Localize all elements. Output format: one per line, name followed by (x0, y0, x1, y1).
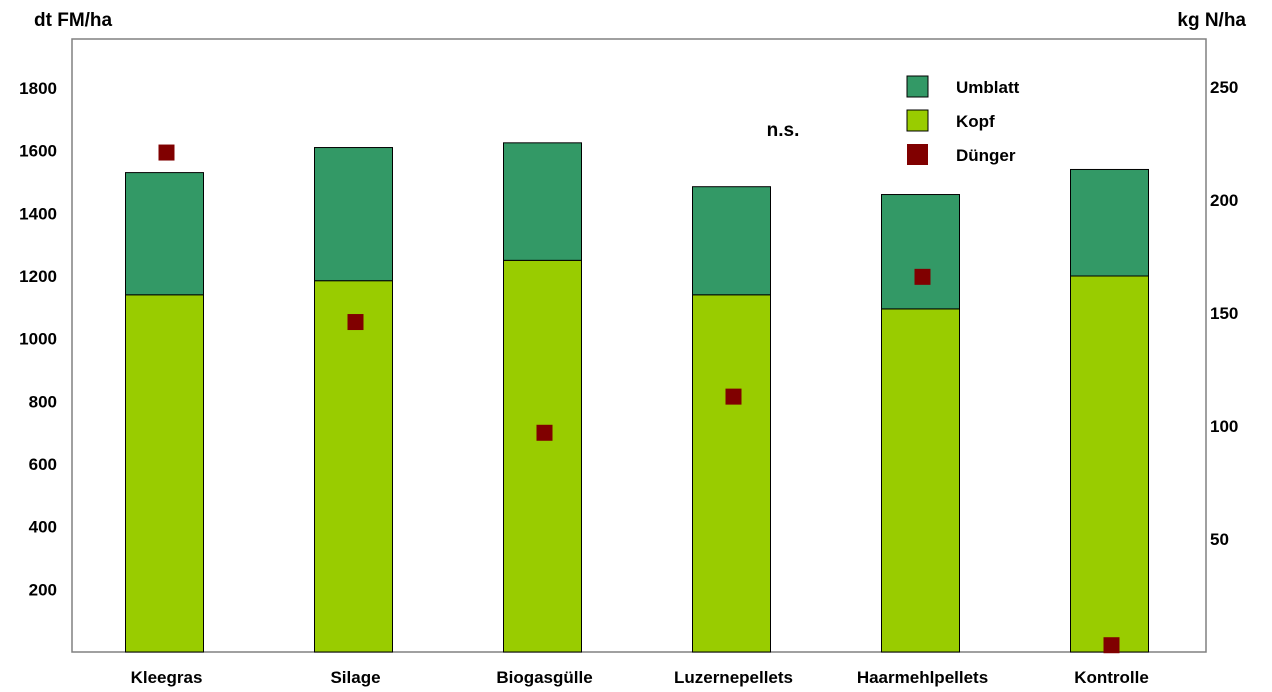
y-tick-label: 800 (29, 392, 57, 411)
y-tick-label: 200 (29, 580, 57, 599)
x-tick-label: Kontrolle (1074, 668, 1149, 687)
duenger-marker (914, 268, 931, 285)
bar-kopf (503, 259, 582, 653)
legend-swatch (907, 144, 928, 165)
bar-kopf (1070, 275, 1149, 653)
y-tick-label: 1000 (19, 330, 57, 349)
y2-axis-title: kg N/ha (1177, 10, 1246, 31)
y-tick-label: 400 (29, 518, 57, 537)
bar-umblatt (881, 194, 960, 310)
x-tick-label: Haarmehlpellets (857, 668, 988, 687)
bar-umblatt (125, 172, 204, 296)
duenger-marker (725, 388, 742, 405)
legend-label: Dünger (956, 146, 1016, 165)
y-tick-label: 1800 (19, 79, 57, 98)
y2-tick-label: 200 (1210, 191, 1238, 210)
y2-tick-label: 250 (1210, 78, 1238, 97)
legend-swatch (906, 109, 929, 132)
x-tick-label: Biogasgülle (496, 668, 592, 687)
plot-area-frame (71, 38, 1207, 653)
significance-annotation: n.s. (767, 120, 800, 141)
x-tick-label: Kleegras (131, 668, 203, 687)
y-tick-label: 600 (29, 455, 57, 474)
legend-label: Umblatt (956, 78, 1020, 97)
duenger-marker (1103, 637, 1120, 654)
bar-kopf (881, 308, 960, 653)
bar-kopf (314, 280, 393, 653)
duenger-marker (536, 424, 553, 441)
y-tick-label: 1600 (19, 142, 57, 161)
duenger-marker (347, 314, 364, 331)
bar-umblatt (314, 147, 393, 282)
y2-tick-label: 100 (1210, 417, 1238, 436)
y2-tick-label: 150 (1210, 304, 1238, 323)
bar-kopf (692, 294, 771, 653)
bar-umblatt (503, 142, 582, 261)
y-axis-title: dt FM/ha (34, 10, 113, 31)
bar-kopf (125, 294, 204, 653)
y2-tick-label: 50 (1210, 530, 1229, 549)
y-tick-label: 1200 (19, 267, 57, 286)
y-tick-label: 1400 (19, 204, 57, 223)
x-tick-label: Silage (330, 668, 380, 687)
legend-label: Kopf (956, 112, 995, 131)
legend-swatch (906, 75, 929, 98)
x-tick-label: Luzernepellets (674, 668, 793, 687)
duenger-marker (158, 144, 175, 161)
bar-umblatt (692, 186, 771, 296)
bar-umblatt (1070, 168, 1149, 277)
